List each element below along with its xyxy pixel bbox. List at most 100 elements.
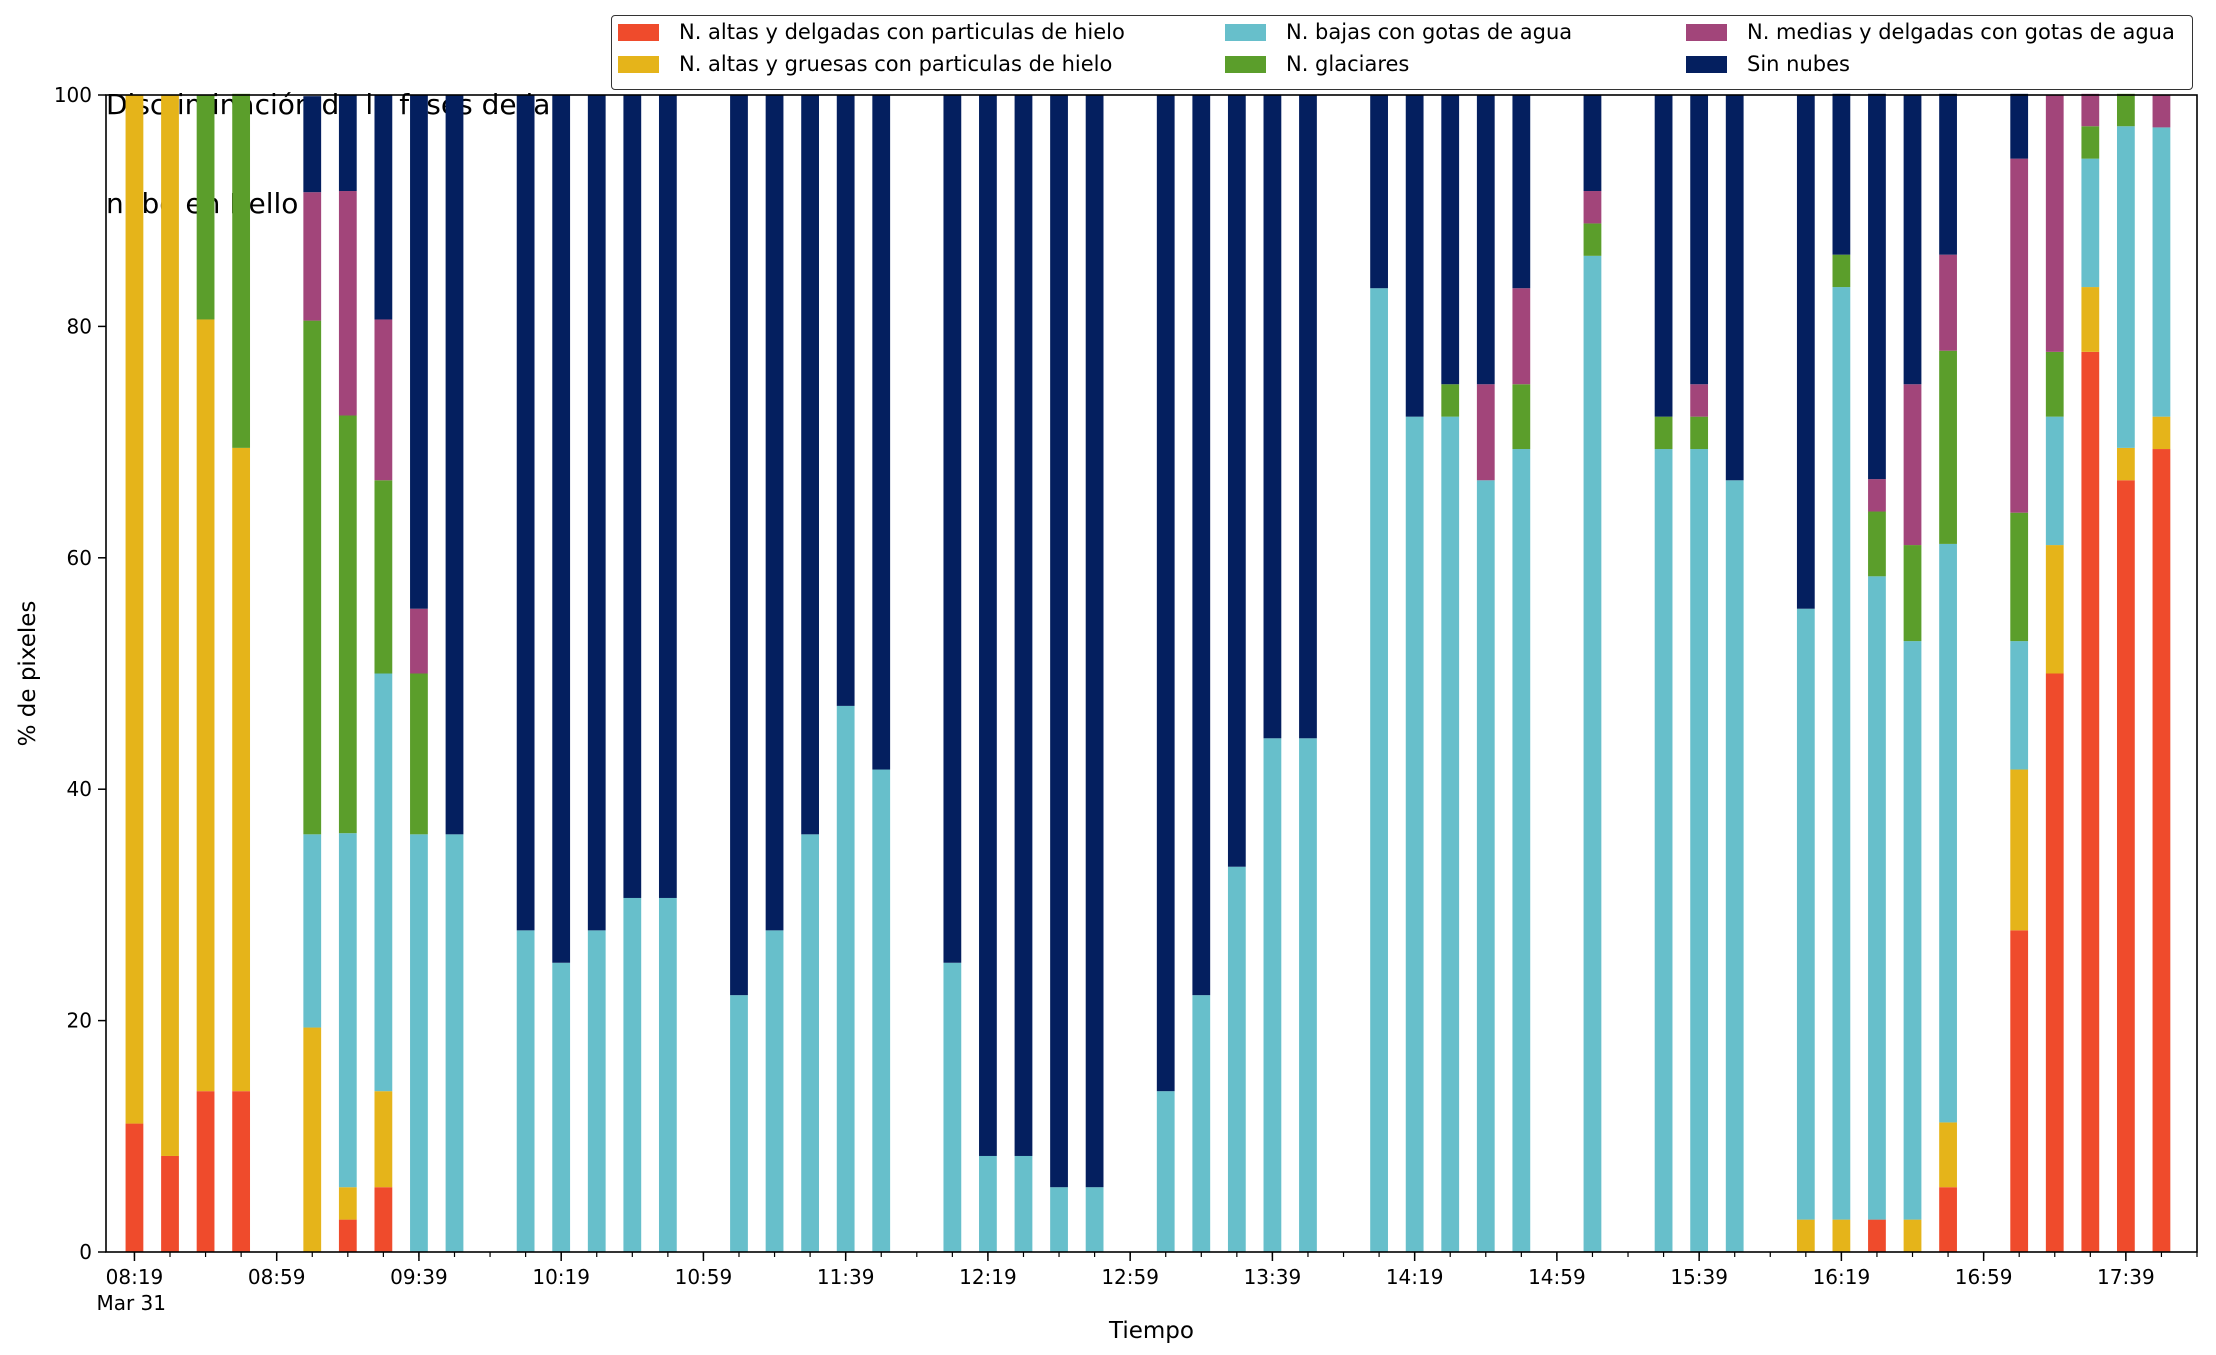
legend-swatch xyxy=(618,23,659,41)
bar-segment-1-0839 xyxy=(196,1091,215,1252)
bar-segment-3-1419 xyxy=(1405,416,1424,1252)
bar-segment-6-1029 xyxy=(587,95,606,931)
bar-segment-2-0919 xyxy=(338,1187,357,1220)
bar-segment-6-1529 xyxy=(1654,95,1673,417)
bar-segment-1-0919 xyxy=(338,1219,357,1252)
bar-segment-3-1129 xyxy=(801,834,819,1252)
bar-segment-2-1719 xyxy=(2045,545,2064,674)
bar-segment-1-1709 xyxy=(2010,930,2029,1252)
bar-segment-2-1649 xyxy=(1939,1122,1957,1188)
bar-segment-2-1749 xyxy=(2152,416,2171,450)
bar-segment-3-1239 xyxy=(1050,1187,1068,1252)
bar-segment-3-1619 xyxy=(1832,287,1851,1220)
bar-segment-4-0919 xyxy=(338,415,357,834)
bar-segment-3-0919 xyxy=(338,833,357,1188)
bar-segment-3-1409 xyxy=(1370,288,1388,1253)
bar-segment-4-1509 xyxy=(1583,223,1602,256)
bar-segment-5-0939 xyxy=(410,608,428,674)
legend-item: N. glaciares xyxy=(1225,52,1409,76)
legend-swatch xyxy=(618,55,659,73)
bar-segment-2-0909 xyxy=(303,1027,322,1252)
bar-segment-5-1539 xyxy=(1690,384,1709,417)
bar-segment-5-1629 xyxy=(1868,479,1886,512)
bar-segment-3-1719 xyxy=(2045,416,2064,546)
x-tick-label: 14:59 xyxy=(1528,1265,1586,1289)
bar-segment-4-1539 xyxy=(1690,416,1709,450)
bar-segment-4-1449 xyxy=(1512,384,1531,450)
bar-segment-3-1509 xyxy=(1583,255,1602,1252)
bar-segment-1-1749 xyxy=(2152,449,2171,1252)
bar-segment-6-1149 xyxy=(872,95,891,770)
bar-segment-4-0839 xyxy=(196,95,215,320)
bar-segment-5-0909 xyxy=(303,192,322,321)
bar-segment-1-0819 xyxy=(125,1123,144,1252)
bar-segment-3-1249 xyxy=(1085,1187,1104,1252)
x-tick-label: 12:59 xyxy=(1101,1265,1159,1289)
bar-segment-6-1439 xyxy=(1476,95,1495,385)
bar-segment-5-0919 xyxy=(338,191,357,416)
bar-segment-3-0929 xyxy=(374,673,393,1092)
bar-segment-6-1119 xyxy=(765,95,784,931)
bar-segment-6-1049 xyxy=(658,95,677,898)
x-date-label: Mar 31 xyxy=(96,1291,166,1315)
bar-segment-2-1709 xyxy=(2010,769,2029,931)
bar-segment-3-1209 xyxy=(943,962,962,1252)
bar-segment-6-1409 xyxy=(1370,95,1388,289)
bar-segment-2-0929 xyxy=(374,1091,393,1188)
bar-segment-6-1319 xyxy=(1192,95,1211,996)
bar-segment-2-0819 xyxy=(125,95,144,1124)
bar-segment-3-1539 xyxy=(1690,449,1709,1252)
bar-segment-5-1719 xyxy=(2045,95,2064,352)
bar-segment-6-1429 xyxy=(1441,95,1460,385)
bar-segment-6-1709 xyxy=(2010,93,2029,159)
x-tick-label: 17:39 xyxy=(2097,1265,2155,1289)
bar-segment-3-1439 xyxy=(1476,480,1495,1252)
bar-segment-5-0929 xyxy=(374,319,393,481)
bar-segment-3-0939 xyxy=(410,834,428,1252)
bar-segment-6-1209 xyxy=(943,95,962,963)
bar-segment-1-1719 xyxy=(2045,673,2064,1252)
bar-segment-6-1249 xyxy=(1085,95,1104,1188)
legend-swatch xyxy=(1225,55,1266,73)
bar-segment-3-1319 xyxy=(1192,995,1211,1252)
bar-segment-6-1219 xyxy=(979,95,997,1156)
bar-segment-3-1549 xyxy=(1725,480,1744,1252)
bar-segment-1-1739 xyxy=(2116,480,2135,1252)
bar-segment-4-0909 xyxy=(303,320,322,835)
x-tick-label: 08:59 xyxy=(248,1265,306,1289)
bar-segment-6-1549 xyxy=(1725,95,1744,481)
x-tick-label: 12:19 xyxy=(959,1265,1017,1289)
bar-segment-6-1139 xyxy=(836,95,855,706)
bar-segment-6-0919 xyxy=(338,95,357,192)
legend-label: Sin nubes xyxy=(1747,52,1850,76)
bar-segment-6-1109 xyxy=(730,95,748,996)
bar-segment-2-1729 xyxy=(2081,287,2100,352)
bar-segment-6-1449 xyxy=(1512,95,1531,289)
x-tick-label: 08:19 xyxy=(106,1265,164,1289)
bar-segment-5-1709 xyxy=(2010,158,2029,513)
legend-label: N. glaciares xyxy=(1286,52,1410,76)
bar-segment-2-1619 xyxy=(1832,1219,1851,1252)
bar-segment-6-1019 xyxy=(552,95,571,963)
x-tick-label: 10:59 xyxy=(675,1265,733,1289)
y-tick-label: 40 xyxy=(67,777,92,801)
bar-segment-6-0949 xyxy=(445,95,464,835)
bar-segment-4-0849 xyxy=(232,93,251,448)
y-tick-label: 20 xyxy=(67,1009,92,1033)
bar-segment-3-1229 xyxy=(1014,1155,1033,1252)
bar-segment-5-1729 xyxy=(2081,93,2100,127)
bar-segment-4-1429 xyxy=(1441,384,1460,417)
bar-segment-6-1539 xyxy=(1690,95,1709,385)
y-tick-label: 100 xyxy=(54,83,92,107)
bar-segment-2-1609 xyxy=(1796,1219,1815,1252)
bar-segment-2-1639 xyxy=(1903,1219,1922,1252)
bar-segment-6-1509 xyxy=(1583,95,1602,192)
bar-segment-4-1709 xyxy=(2010,512,2029,642)
bar-segment-3-1529 xyxy=(1654,449,1673,1252)
bar-segment-1-0929 xyxy=(374,1187,393,1252)
bar-segment-3-1749 xyxy=(2152,127,2171,417)
bar-segment-3-1119 xyxy=(765,930,784,1252)
legend-item: N. bajas con gotas de agua xyxy=(1225,20,1572,44)
x-tick-label: 16:19 xyxy=(1813,1265,1871,1289)
